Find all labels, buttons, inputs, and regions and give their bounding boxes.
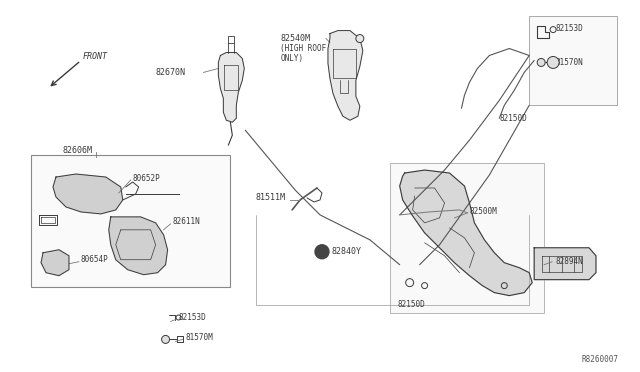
Polygon shape <box>41 250 69 276</box>
Text: 82670N: 82670N <box>156 68 186 77</box>
Text: 82606M: 82606M <box>63 145 93 155</box>
Text: 80652P: 80652P <box>132 173 161 183</box>
Circle shape <box>537 58 545 67</box>
Text: 82540M: 82540M <box>280 34 310 43</box>
Text: 82150D: 82150D <box>499 114 527 123</box>
Polygon shape <box>218 52 244 122</box>
Circle shape <box>161 336 170 343</box>
Circle shape <box>315 245 329 259</box>
Bar <box>529 16 617 105</box>
Text: 82153D: 82153D <box>555 24 583 33</box>
Polygon shape <box>400 170 532 296</box>
Text: 82894N: 82894N <box>555 257 583 266</box>
Text: 81511M: 81511M <box>255 193 285 202</box>
Text: 80654P: 80654P <box>81 255 109 264</box>
Text: ONLY): ONLY) <box>280 54 303 63</box>
Polygon shape <box>53 174 123 214</box>
Text: (HIGH ROOF: (HIGH ROOF <box>280 44 326 53</box>
Bar <box>31 155 230 286</box>
Circle shape <box>547 57 559 68</box>
Polygon shape <box>328 31 363 120</box>
Circle shape <box>356 35 364 42</box>
Bar <box>390 163 544 312</box>
Text: R8260007: R8260007 <box>582 355 619 364</box>
Text: 82150D: 82150D <box>397 300 426 309</box>
Text: 81570M: 81570M <box>186 333 213 342</box>
Text: 82500M: 82500M <box>469 208 497 217</box>
Text: FRONT: FRONT <box>83 52 108 61</box>
Text: 81570N: 81570N <box>555 58 583 67</box>
Polygon shape <box>534 248 596 280</box>
Polygon shape <box>109 217 168 275</box>
Text: 82611N: 82611N <box>173 217 200 227</box>
Text: 82840Y: 82840Y <box>332 247 362 256</box>
Text: 82153D: 82153D <box>179 313 206 322</box>
